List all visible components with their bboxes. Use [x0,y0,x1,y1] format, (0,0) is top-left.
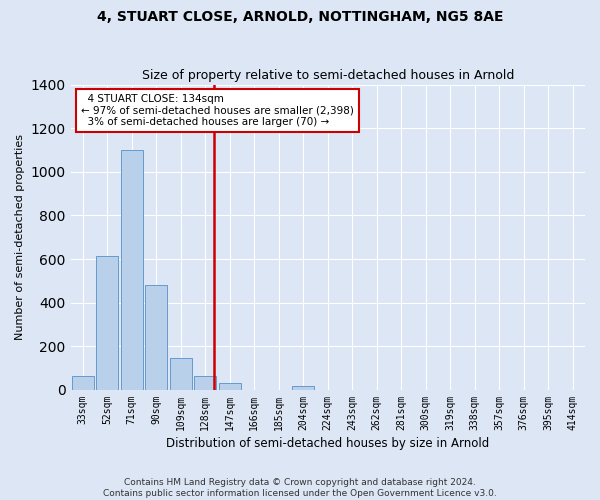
Bar [121,150,143,390]
Bar [194,376,217,390]
Bar [145,285,167,390]
Bar [219,384,241,390]
X-axis label: Distribution of semi-detached houses by size in Arnold: Distribution of semi-detached houses by … [166,437,490,450]
Bar [72,376,94,390]
Bar [96,256,118,390]
Title: Size of property relative to semi-detached houses in Arnold: Size of property relative to semi-detach… [142,69,514,82]
Bar [292,386,314,390]
Text: 4 STUART CLOSE: 134sqm
← 97% of semi-detached houses are smaller (2,398)
  3% of: 4 STUART CLOSE: 134sqm ← 97% of semi-det… [81,94,354,127]
Bar [170,358,192,390]
Text: 4, STUART CLOSE, ARNOLD, NOTTINGHAM, NG5 8AE: 4, STUART CLOSE, ARNOLD, NOTTINGHAM, NG5… [97,10,503,24]
Text: Contains HM Land Registry data © Crown copyright and database right 2024.
Contai: Contains HM Land Registry data © Crown c… [103,478,497,498]
Y-axis label: Number of semi-detached properties: Number of semi-detached properties [15,134,25,340]
